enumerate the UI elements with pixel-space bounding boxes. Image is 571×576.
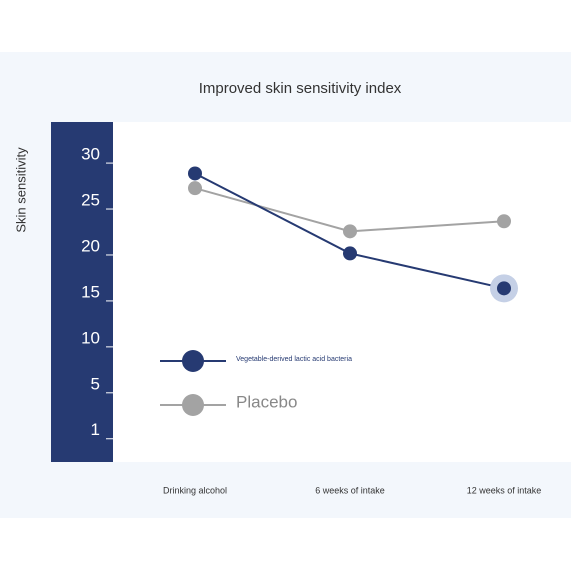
x-tick-label: 6 weeks of intake xyxy=(315,485,385,495)
y-axis-title: Skin sensitivity xyxy=(13,147,28,233)
point xyxy=(497,281,511,296)
legend-marker xyxy=(182,394,204,416)
y-tick-label: 25 xyxy=(81,191,100,210)
point xyxy=(188,181,202,196)
x-tick-label: Drinking alcohol xyxy=(163,485,227,495)
y-tick-label: 20 xyxy=(81,236,100,255)
y-tick-label: 15 xyxy=(81,282,100,301)
y-axis-band xyxy=(51,122,113,462)
y-tick-label: 30 xyxy=(81,145,100,164)
y-tick-label: 1 xyxy=(91,420,100,439)
legend-label: Vegetable-derived lactic acid bacteria xyxy=(236,356,352,363)
legend-marker xyxy=(182,350,204,372)
point xyxy=(497,214,511,229)
point xyxy=(343,246,357,261)
chart-title: Improved skin sensitivity index xyxy=(199,80,402,97)
y-tick-label: 10 xyxy=(81,328,100,347)
point xyxy=(188,166,202,181)
legend-label: Placebo xyxy=(236,392,297,411)
x-tick-label: 12 weeks of intake xyxy=(467,485,542,495)
point xyxy=(343,224,357,239)
y-tick-label: 5 xyxy=(91,374,100,393)
